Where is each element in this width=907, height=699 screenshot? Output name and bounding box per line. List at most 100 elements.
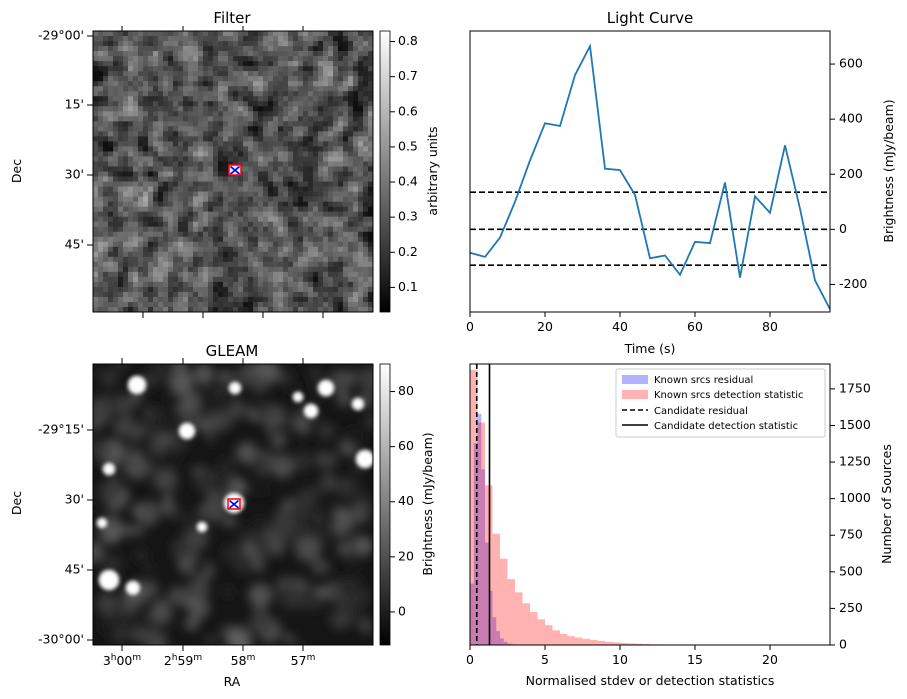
histogram-x-tick-label: 10 [612, 652, 628, 667]
filter-image [93, 31, 374, 313]
histogram-bar-detection [597, 640, 605, 645]
colorbar-tick-label: 0.3 [398, 209, 418, 224]
histogram-x-tick-label: 15 [687, 652, 703, 667]
histogram-candidate-lines [475, 364, 491, 645]
histogram-bar-residual [492, 617, 497, 645]
histogram-bar-detection [560, 634, 568, 645]
histogram-x-tick-label: 20 [762, 652, 778, 667]
lightcurve-x-tick-label: 80 [762, 319, 778, 334]
histogram-bar-detection [477, 422, 485, 645]
histogram-bar-residual [485, 542, 489, 645]
histogram-bar-detection [545, 625, 553, 645]
gleam-x-tick-label: 2h59m [164, 653, 202, 668]
histogram-y-tick-label: 750 [839, 527, 863, 542]
histogram-bar-detection [522, 603, 530, 645]
gleam-title: GLEAM [206, 342, 259, 360]
gleam-colorbar-ticks: 0 20 40 60 80 [390, 383, 414, 618]
gleam-x-tick-label: 57m [291, 653, 316, 668]
histogram-bar-detection [507, 579, 515, 645]
histogram-bar-detection [620, 642, 628, 645]
histogram-bar-detection [642, 643, 650, 645]
histogram-frame [469, 363, 831, 646]
gleam-top-ticks [121, 358, 304, 364]
gleam-image [93, 364, 373, 645]
gleam-x-ticks: 3h00m 2h59m 58m 57m [103, 645, 316, 668]
lightcurve-y-tick-label: -200 [839, 276, 867, 291]
lightcurve-x-label: Time (s) [624, 341, 676, 356]
histogram-bar-detection [635, 643, 643, 645]
lightcurve-x-tick-label: 0 [466, 319, 474, 334]
histogram-bar-residual [500, 638, 504, 645]
filter-y-tick-label: -29°00' [38, 28, 84, 43]
histogram-bar-detection [612, 642, 620, 645]
lightcurve-x-tick-label: 40 [612, 319, 628, 334]
histogram-bar-detection [492, 533, 500, 645]
legend-box [615, 368, 826, 438]
lightcurve-panel: Light Curve 0 20 40 60 80 -200 0 200 400 600 Tim… [466, 9, 896, 356]
colorbar-tick-label: 0 [398, 603, 406, 618]
histogram-y-tick-label: 1250 [839, 454, 871, 469]
filter-colorbar-ticks: 0.1 0.2 0.3 0.4 0.5 0.6 0.7 0.8 [390, 33, 418, 294]
colorbar-tick-label: 0.2 [398, 244, 418, 259]
gleam-y-tick-label: 45' [65, 562, 84, 577]
colorbar-tick-label: 0.4 [398, 174, 418, 189]
colorbar-tick-label: 40 [398, 493, 414, 508]
lightcurve-title: Light Curve [607, 9, 693, 27]
histogram-bar-detection [470, 369, 478, 645]
filter-candidate-marker [228, 164, 242, 176]
colorbar-tick-label: 0.1 [398, 279, 418, 294]
gleam-colorbar-label: Brightness (mJy/beam) [420, 432, 435, 575]
gleam-colorbar [379, 363, 391, 646]
histogram-bar-detection [605, 641, 613, 645]
histogram-y-tick-label: 250 [839, 600, 863, 615]
filter-y-tick-label: 30' [65, 167, 84, 182]
gleam-y-tick-label: -30°00' [38, 632, 84, 647]
legend-label-candidate-residual: Candidate residual [654, 406, 748, 417]
colorbar-tick-label: 0.6 [398, 103, 418, 118]
histogram-x-ticks: 0 5 10 15 20 [466, 645, 778, 667]
filter-colorbar-label: arbitrary units [425, 126, 440, 215]
colorbar-tick-label: 0.8 [398, 33, 418, 48]
histogram-y-tick-label: 1000 [839, 490, 871, 505]
filter-y-label: Dec [9, 159, 24, 183]
filter-candidate-x [229, 165, 241, 175]
legend-label-residual: Known srcs residual [654, 375, 753, 386]
gleam-candidate-x [228, 499, 240, 509]
histogram-bar-residual [507, 643, 512, 645]
gleam-candidate-box [227, 498, 241, 510]
filter-panel: Filter -29°00' 15' 30' 45' Dec 0.1 0.2 0.3 0.4… [9, 9, 440, 318]
histogram-y-label: Number of Sources [879, 444, 894, 564]
filter-title: Filter [213, 9, 251, 27]
histogram-legend: Known srcs residual Known srcs detection… [615, 368, 826, 438]
lightcurve-x-ticks: 0 20 40 60 80 [466, 312, 778, 334]
legend-swatch-detection [622, 390, 648, 399]
legend-swatch-residual [622, 375, 648, 384]
histogram-bar-residual [503, 641, 508, 645]
gleam-frame [92, 363, 374, 646]
gleam-panel: GLEAM -29°15' 30' 45' -30°00' 3h00m 2h59m 58m… [9, 342, 435, 689]
gleam-y-tick-label: 30' [65, 492, 84, 507]
histogram-x-label: Normalised stdev or detection statistics [526, 673, 775, 688]
lightcurve-y-label: Brightness (mJy/beam) [881, 99, 896, 242]
histogram-bar-detection [537, 619, 545, 645]
histogram-bar-detection [552, 630, 560, 645]
filter-y-tick-label: 15' [65, 97, 84, 112]
lightcurve-x-tick-label: 20 [537, 319, 553, 334]
gleam-x-label: RA [224, 674, 241, 689]
histogram-bar-residual [477, 413, 482, 645]
filter-y-tick-label: 45' [65, 237, 84, 252]
histogram-bars [470, 369, 815, 645]
gleam-x-tick-label: 58m [231, 653, 256, 668]
histogram-bar-residual [488, 590, 493, 645]
histogram-bar-residual [470, 583, 474, 645]
lightcurve-series-line [470, 43, 830, 310]
histogram-panel: 0 5 10 15 20 0 250 500 750 1000 1250 1500 1750 Norm… [466, 363, 894, 688]
lightcurve-y-ticks: -200 0 200 400 600 [830, 56, 867, 291]
colorbar-tick-label: 80 [398, 383, 414, 398]
legend-label-detection: Known srcs detection statistic [654, 390, 803, 401]
histogram-bar-residual [473, 443, 478, 645]
histogram-bar-residual [496, 631, 500, 645]
histogram-bar-detection [627, 643, 635, 645]
histogram-bar-detection [575, 637, 583, 645]
